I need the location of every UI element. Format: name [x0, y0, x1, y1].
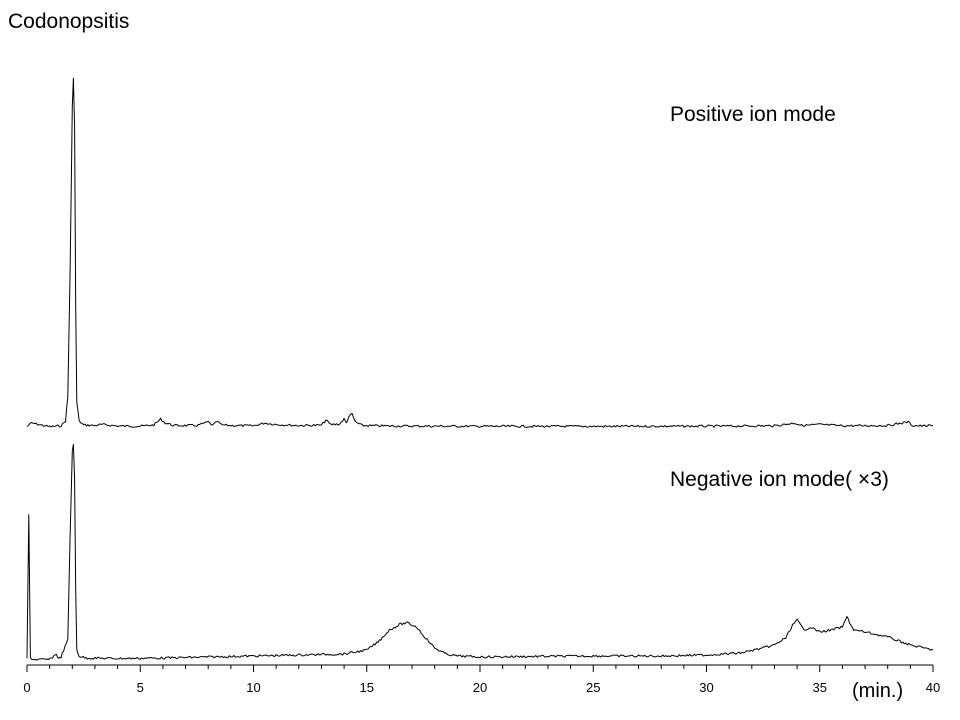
x-tick-label: 15	[360, 680, 374, 695]
x-axis-ticks: 0 5 10 15 20 25 30 35 40	[23, 665, 940, 695]
x-tick-label: 25	[586, 680, 600, 695]
x-tick-label: 20	[473, 680, 487, 695]
x-tick-label: 40	[926, 680, 940, 695]
positive-ion-trace	[26, 77, 934, 428]
x-tick-label: 35	[813, 680, 827, 695]
negative-ion-trace	[26, 443, 934, 661]
x-tick-label: 5	[137, 680, 144, 695]
series-label-positive: Positive ion mode	[670, 103, 836, 126]
x-tick-label: 30	[699, 680, 713, 695]
series-label-negative: Negative ion mode( ×3)	[670, 468, 889, 491]
x-axis-unit-label: (min.)	[852, 680, 903, 702]
x-tick-label: 10	[246, 680, 260, 695]
unit-label-background	[846, 675, 920, 705]
chart-title: Codonopsitis	[8, 10, 129, 33]
traces	[26, 77, 934, 661]
x-tick-label: 0	[23, 680, 30, 695]
